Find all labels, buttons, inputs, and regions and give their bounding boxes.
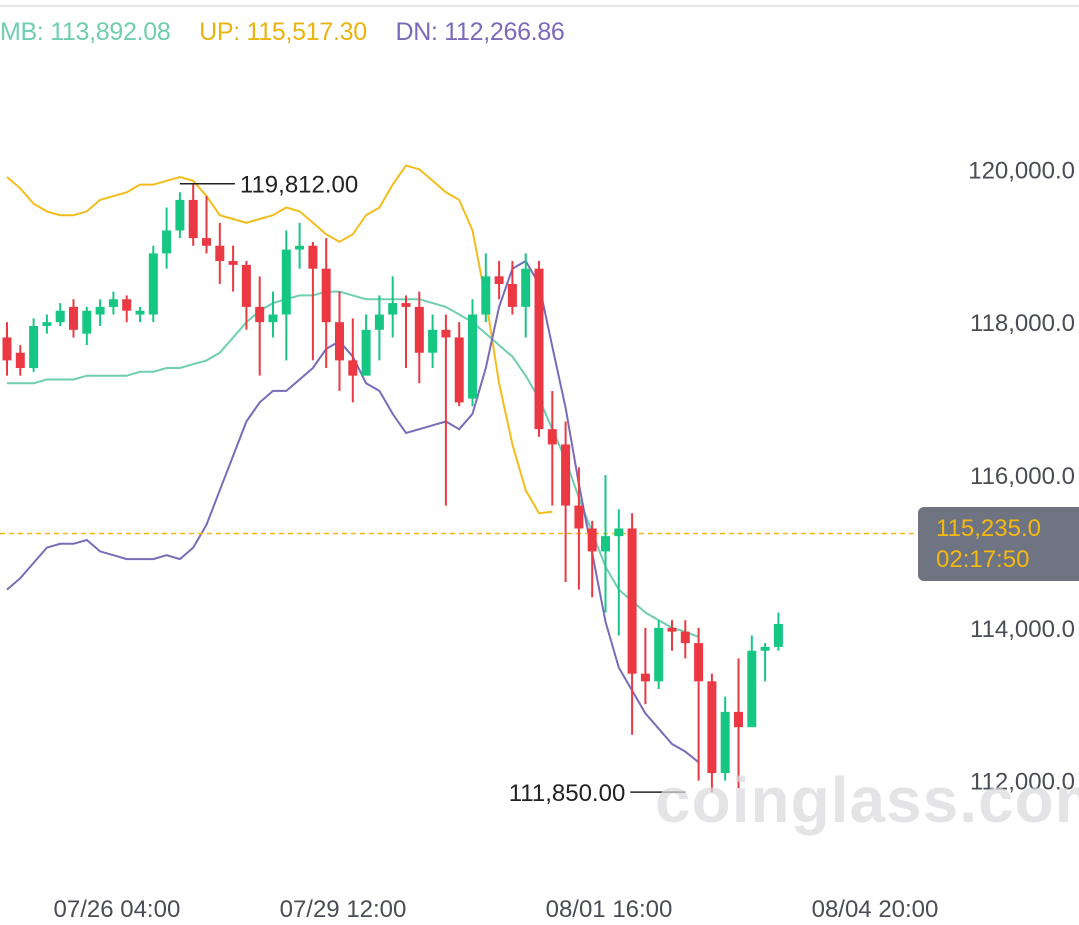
candle-body	[680, 631, 690, 644]
x-axis: 07/26 04:00 07/29 12:00 08/01 16:00 08/04 2…	[54, 896, 939, 923]
candles	[2, 183, 783, 793]
candle-body	[135, 310, 145, 315]
candle-body	[281, 249, 291, 315]
candle-body	[321, 268, 331, 323]
high-price-label: 119,812.00	[240, 172, 358, 199]
candle-body	[707, 681, 717, 774]
candle-body	[335, 322, 344, 361]
y-tick-label: 114,000.0	[970, 616, 1075, 643]
legend-mb: MB: 113,892.08	[0, 18, 171, 46]
candle-body	[414, 306, 424, 353]
candle-body	[574, 505, 584, 529]
candle-body	[2, 337, 12, 361]
candle-body	[255, 306, 265, 323]
candle-body	[507, 283, 517, 307]
candle-body	[468, 314, 477, 399]
candle-body	[215, 245, 225, 262]
candle-body	[734, 711, 743, 728]
candle-body	[773, 624, 783, 647]
candle-body	[268, 314, 278, 323]
candle-body	[694, 643, 704, 682]
x-tick-label: 07/26 04:00	[54, 896, 181, 923]
candle-body	[361, 329, 371, 376]
y-axis: 120,000.0 118,000.0 116,000.0 114,000.0 112,…	[968, 157, 1075, 795]
candle-body	[148, 253, 158, 315]
candle-body	[295, 245, 305, 250]
candle-body	[547, 429, 557, 445]
candle-body	[454, 337, 464, 403]
candle-body	[667, 627, 677, 632]
candle-body	[441, 329, 451, 338]
candle-body	[494, 276, 504, 284]
watermark: coinglass.com	[655, 764, 1079, 836]
candle-body	[241, 264, 251, 307]
y-tick-label: 116,000.0	[970, 463, 1075, 490]
candle-body	[348, 360, 358, 376]
candle-body	[481, 276, 491, 315]
candle-body	[534, 268, 544, 430]
last-price-tag: 115,235.0 02:17:50	[918, 507, 1079, 581]
candle-countdown: 02:17:50	[936, 546, 1030, 573]
candle-body	[521, 268, 531, 307]
y-tick-label: 120,000.0	[968, 157, 1075, 184]
last-price: 115,235.0	[936, 515, 1041, 542]
bollinger-bands	[0, 164, 918, 764]
x-tick-label: 08/01 16:00	[546, 896, 673, 923]
candle-body	[122, 299, 132, 311]
candle-body	[162, 230, 172, 254]
indicator-legend: MB: 113,892.08 UP: 115,517.30 DN: 112,26…	[0, 18, 587, 50]
candle-body	[108, 299, 118, 307]
candle-body	[601, 536, 610, 552]
upper-band-line	[6, 164, 553, 515]
candle-body	[15, 352, 25, 369]
candle-body	[69, 306, 78, 330]
y-tick-label: 118,000.0	[970, 310, 1075, 337]
candle-body	[561, 444, 571, 506]
candle-body	[202, 238, 211, 246]
candle-body	[428, 329, 438, 353]
candle-body	[614, 528, 624, 537]
candle-body	[760, 646, 770, 651]
annotations: 119,812.00 111,850.00	[179, 172, 686, 807]
legend-up: UP: 115,517.30	[199, 18, 367, 46]
candle-body	[747, 650, 757, 728]
x-tick-label: 08/04 20:00	[812, 896, 939, 923]
candle-body	[640, 673, 650, 682]
candle-body	[82, 310, 92, 334]
candle-body	[627, 528, 637, 674]
candle-body	[388, 303, 398, 315]
legend-dn: DN: 112,266.86	[395, 18, 565, 46]
low-price-label: 111,850.00	[509, 780, 626, 807]
x-tick-label: 07/29 12:00	[280, 896, 407, 923]
candle-body	[55, 310, 65, 323]
candle-body	[587, 528, 597, 552]
candle-body	[720, 711, 730, 774]
candle-body	[42, 322, 52, 326]
candle-body	[228, 261, 238, 265]
candle-body	[188, 199, 198, 239]
candle-body	[374, 314, 384, 330]
candle-body	[308, 245, 318, 269]
candle-body	[175, 199, 185, 231]
candle-body	[95, 306, 105, 315]
y-tick-label: 112,000.0	[970, 769, 1075, 796]
candle-body	[29, 325, 39, 369]
candle-body	[654, 627, 664, 682]
candle-body	[401, 303, 411, 307]
